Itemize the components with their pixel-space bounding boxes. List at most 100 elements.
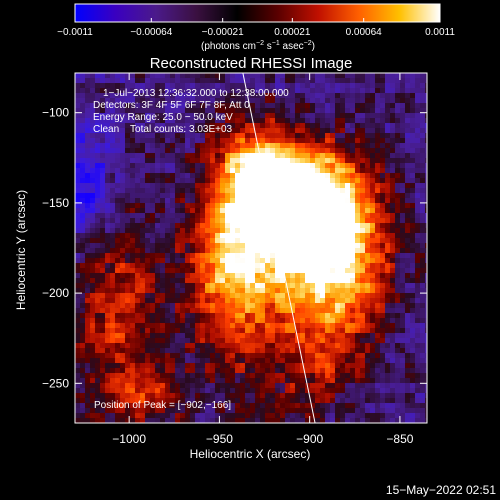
heatmap-cell xyxy=(150,383,156,389)
heatmap-cell xyxy=(410,203,416,209)
heatmap-cell xyxy=(320,148,326,154)
heatmap-cell xyxy=(360,288,366,294)
heatmap-cell xyxy=(140,118,146,124)
heatmap-cell xyxy=(300,268,306,274)
heatmap-cell xyxy=(145,408,151,414)
heatmap-cell xyxy=(360,398,366,404)
heatmap-cell xyxy=(395,173,401,179)
heatmap-cell xyxy=(150,418,156,423)
heatmap-cell xyxy=(370,348,376,354)
heatmap-cell xyxy=(135,123,141,129)
heatmap-cell xyxy=(375,383,381,389)
heatmap-cell xyxy=(250,183,256,189)
heatmap-cell xyxy=(190,373,196,379)
heatmap-cell xyxy=(270,238,276,244)
heatmap-cell xyxy=(305,253,311,259)
heatmap-cell xyxy=(80,98,86,104)
heatmap-cell xyxy=(140,343,146,349)
heatmap-cell xyxy=(345,98,351,104)
heatmap-cell xyxy=(380,163,386,169)
heatmap-cell xyxy=(245,323,251,329)
heatmap-cell xyxy=(130,173,136,179)
heatmap-cell xyxy=(255,218,261,224)
heatmap-cell xyxy=(180,88,186,94)
heatmap-cell xyxy=(170,343,176,349)
heatmap-cell xyxy=(295,408,301,414)
heatmap-cell xyxy=(85,298,91,304)
heatmap-cell xyxy=(145,388,151,394)
heatmap-cell xyxy=(235,348,241,354)
heatmap-cell xyxy=(105,323,111,329)
heatmap-cell xyxy=(335,128,341,134)
heatmap-cell xyxy=(245,198,251,204)
heatmap-cell xyxy=(200,263,206,269)
heatmap-cell xyxy=(115,218,121,224)
heatmap-cell xyxy=(250,318,256,324)
heatmap-cell xyxy=(210,118,216,124)
heatmap-cell xyxy=(345,283,351,289)
heatmap-cell xyxy=(155,208,161,214)
heatmap-cell xyxy=(80,233,86,239)
heatmap-cell xyxy=(120,248,126,254)
heatmap-cell xyxy=(420,183,426,189)
heatmap-cell xyxy=(280,173,286,179)
heatmap-cell xyxy=(230,348,236,354)
heatmap-cell xyxy=(255,333,261,339)
heatmap-cell xyxy=(175,163,181,169)
heatmap-cell xyxy=(165,318,171,324)
heatmap-cell xyxy=(240,183,246,189)
heatmap-cell xyxy=(205,148,211,154)
heatmap-cell xyxy=(210,348,216,354)
heatmap-cell xyxy=(390,98,396,104)
heatmap-cell xyxy=(115,153,121,159)
heatmap-cell xyxy=(75,188,81,194)
heatmap-cell xyxy=(100,138,106,144)
heatmap-cell xyxy=(250,168,256,174)
colorbar-gradient xyxy=(74,3,441,23)
heatmap-cell xyxy=(340,388,346,394)
heatmap-cell xyxy=(155,108,161,114)
heatmap-cell xyxy=(335,348,341,354)
heatmap-cell xyxy=(295,258,301,264)
heatmap-cell xyxy=(120,208,126,214)
heatmap-cell xyxy=(410,113,416,119)
heatmap-cell xyxy=(360,193,366,199)
heatmap-cell xyxy=(210,358,216,364)
heatmap-cell xyxy=(405,113,411,119)
heatmap-cell xyxy=(175,218,181,224)
heatmap-cell xyxy=(380,83,386,89)
heatmap-cell xyxy=(350,283,356,289)
heatmap-cell xyxy=(415,113,421,119)
heatmap-cell xyxy=(155,233,161,239)
heatmap-cell xyxy=(265,78,271,84)
heatmap-cell xyxy=(230,258,236,264)
heatmap-cell xyxy=(355,328,361,334)
heatmap-cell xyxy=(415,398,421,404)
heatmap-cell xyxy=(380,343,386,349)
heatmap-cell xyxy=(230,318,236,324)
heatmap-cell xyxy=(250,348,256,354)
heatmap-cell xyxy=(100,253,106,259)
heatmap-cell xyxy=(85,133,91,139)
heatmap-cell xyxy=(290,258,296,264)
heatmap-cell xyxy=(195,293,201,299)
heatmap-cell xyxy=(330,128,336,134)
heatmap-cell xyxy=(300,103,306,109)
heatmap-cell xyxy=(310,93,316,99)
heatmap-cell xyxy=(210,343,216,349)
heatmap-cell xyxy=(350,378,356,384)
heatmap-cell xyxy=(245,213,251,219)
heatmap-cell xyxy=(110,248,116,254)
heatmap-cell xyxy=(165,293,171,299)
heatmap-cell xyxy=(415,308,421,314)
heatmap-cell xyxy=(280,393,286,399)
heatmap-cell xyxy=(80,118,86,124)
heatmap-cell xyxy=(360,268,366,274)
heatmap-cell xyxy=(180,173,186,179)
heatmap-cell xyxy=(270,318,276,324)
heatmap-cell xyxy=(425,343,427,349)
heatmap-cell xyxy=(290,373,296,379)
heatmap-cell xyxy=(325,138,331,144)
heatmap-cell xyxy=(280,328,286,334)
heatmap-cell xyxy=(115,328,121,334)
